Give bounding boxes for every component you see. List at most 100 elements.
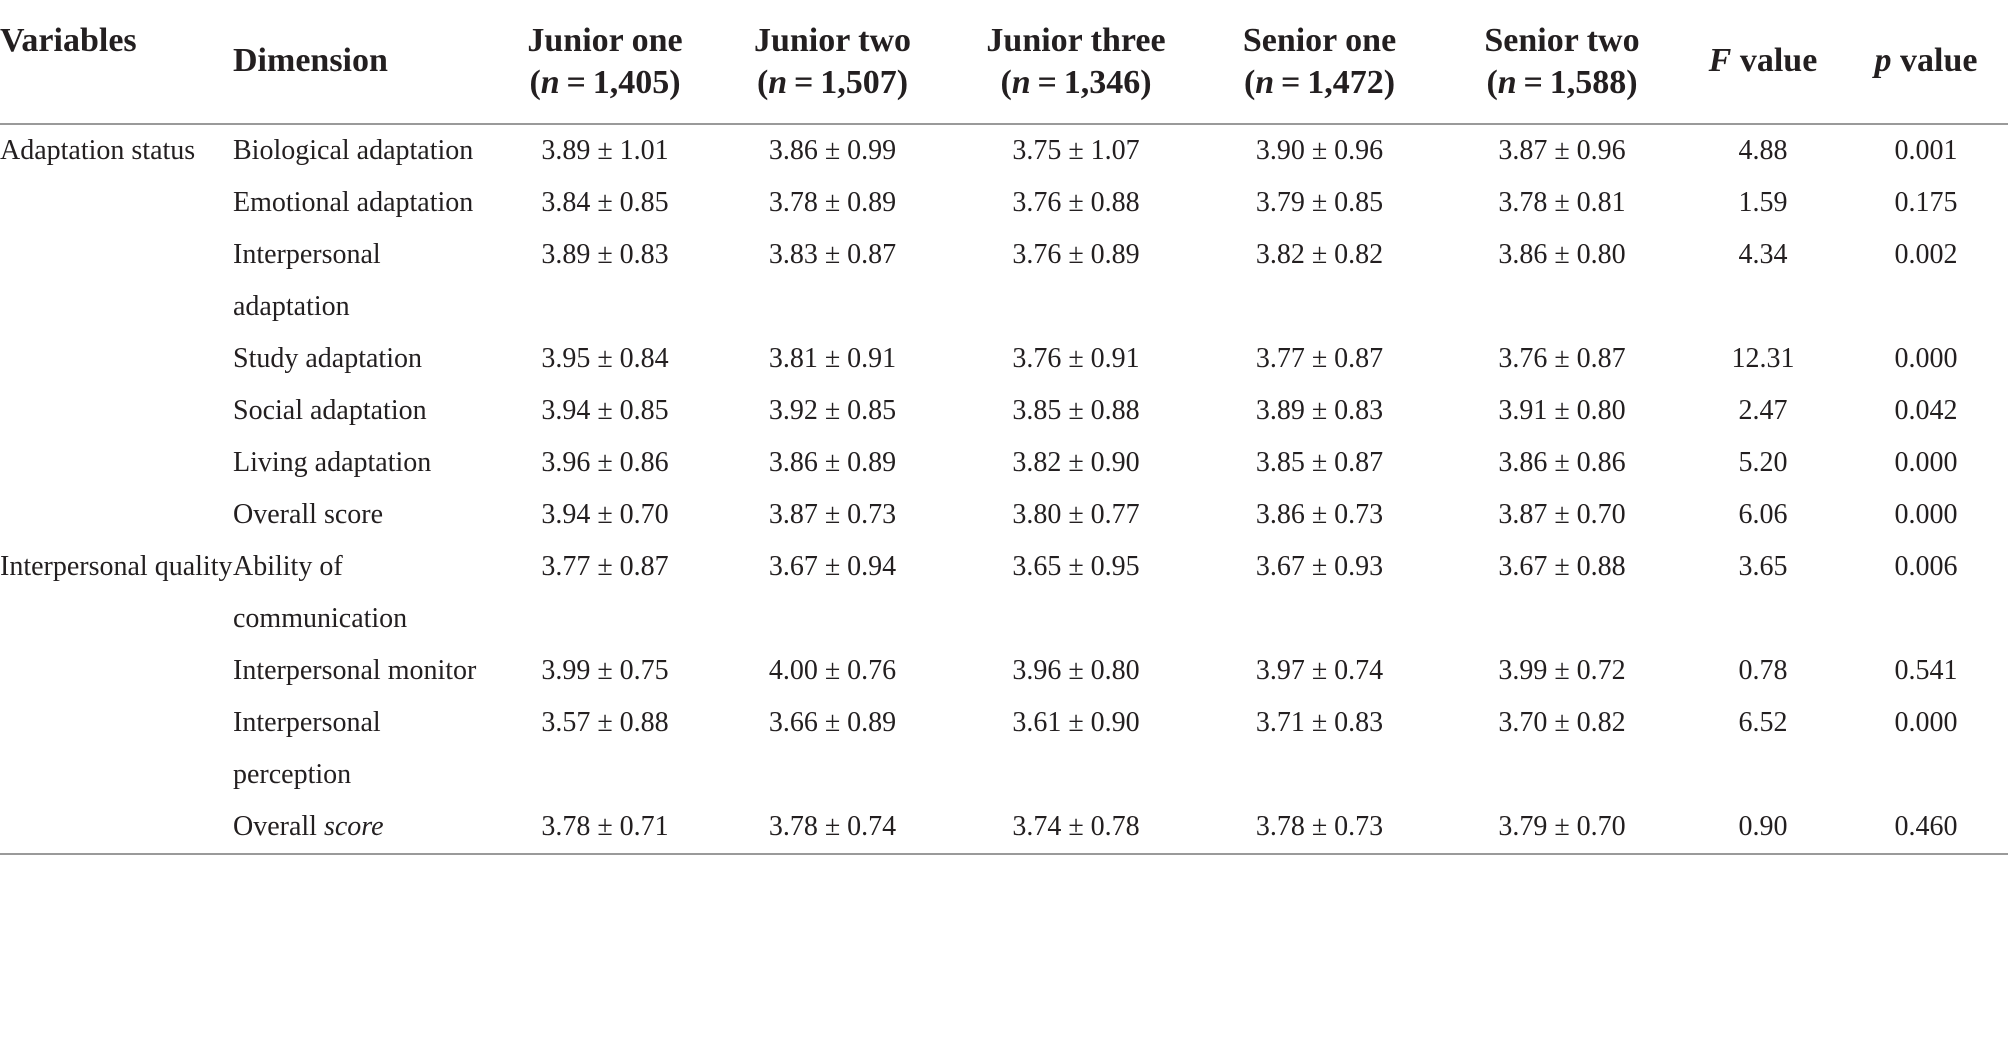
header-group: Senior two (n = 1,588) (1442, 0, 1682, 125)
header-group: Senior one (n = 1,472) (1197, 0, 1442, 125)
mean-sd-cell: 3.92 ± 0.85 (768, 395, 897, 426)
table-row: Interpersonal adaptation 3.89 ± 0.83 3.83 … (0, 229, 2008, 333)
mean-sd-cell: 3.87 ± 0.70 (1498, 499, 1626, 530)
mean-sd-cell: 3.99 ± 0.75 (541, 655, 669, 686)
variable-cell (0, 437, 233, 489)
data-table: Variables Dimension Junior one (n = 1,405… (0, 0, 2008, 855)
n-label: n (768, 64, 788, 101)
n-value: = 1,507 (787, 64, 897, 101)
dimension-cell: Biological adaptation (233, 124, 500, 177)
header-p-value: p value (1844, 0, 2008, 125)
mean-sd-cell: 3.78 ± 0.73 (1197, 801, 1442, 855)
mean-sd-cell: 3.86 ± 0.89 (768, 447, 897, 478)
mean-sd-cell: 3.91 ± 0.80 (1498, 395, 1626, 426)
header-dimension: Dimension (233, 0, 500, 125)
mean-sd-cell: 3.85 ± 0.88 (1012, 395, 1140, 426)
mean-sd-cell: 3.65 ± 0.95 (1012, 551, 1140, 582)
dimension-cell: Interpersonal monitor (233, 645, 500, 697)
p-value-cell: 0.002 (1894, 239, 1958, 270)
mean-sd-cell: 3.83 ± 0.87 (768, 239, 897, 270)
mean-sd-cell: 3.67 ± 0.94 (768, 551, 897, 582)
p-value-cell: 0.000 (1894, 707, 1958, 738)
p-suffix: value (1891, 42, 1978, 79)
mean-sd-cell: 3.85 ± 0.87 (1255, 447, 1384, 478)
dimension-label: Social adaptation (233, 395, 427, 426)
header-group: Junior one (n = 1,405) (500, 0, 710, 125)
table-row: Overall score 3.94 ± 0.70 3.87 ± 0.73 3.80 … (0, 489, 2008, 541)
n-value: = 1,588 (1516, 64, 1627, 101)
dimension-label: Interpersonal perception (233, 707, 381, 790)
header-f-value: F value (1682, 0, 1844, 125)
f-value-cell: 2.47 (1738, 395, 1788, 426)
f-value-cell: 1.59 (1738, 187, 1788, 218)
p-value-cell: 0.001 (1894, 135, 1958, 166)
table-row: Overall score 3.78 ± 0.71 3.78 ± 0.74 3.74 … (0, 801, 2008, 855)
mean-sd-cell: 3.77 ± 0.87 (1255, 343, 1384, 374)
dimension-cell: Overall score (233, 801, 500, 855)
mean-sd-cell: 3.70 ± 0.82 (1498, 707, 1626, 738)
mean-sd-cell: 3.86 ± 0.73 (1255, 499, 1384, 530)
table-row: Interpersonal monitor 3.99 ± 0.75 4.00 ± 0… (0, 645, 2008, 697)
dimension-cell: Study adaptation (233, 333, 500, 385)
variable-cell: Adaptation status (0, 135, 196, 166)
mean-sd-cell: 3.96 ± 0.80 (1012, 655, 1140, 686)
mean-sd-cell: 3.87 ± 0.73 (768, 499, 897, 530)
mean-sd-cell: 3.80 ± 0.77 (1012, 499, 1140, 530)
mean-sd-cell: 3.76 ± 0.89 (1012, 239, 1140, 270)
dimension-label: Interpersonal monitor (233, 655, 477, 686)
dimension-label: Interpersonal adaptation (233, 239, 381, 322)
mean-sd-cell: 3.57 ± 0.88 (541, 707, 669, 738)
mean-sd-cell: 3.89 ± 0.83 (541, 239, 669, 270)
n-value: = 1,405 (559, 64, 670, 101)
mean-sd-cell: 3.78 ± 0.89 (768, 187, 897, 218)
header-group: Junior three (n = 1,346) (955, 0, 1197, 125)
variable-cell (0, 489, 233, 541)
f-value-cell: 6.06 (1738, 499, 1788, 530)
variable-cell (0, 385, 233, 437)
dimension-label: Study adaptation (233, 343, 422, 374)
table-row: Emotional adaptation 3.84 ± 0.85 3.78 ± 0.… (0, 177, 2008, 229)
table-row: Study adaptation 3.95 ± 0.84 3.81 ± 0.91 3.… (0, 333, 2008, 385)
dimension-label: Living adaptation (233, 447, 432, 478)
dimension-cell: Interpersonal adaptation (233, 229, 500, 333)
p-value-cell: 0.000 (1894, 343, 1958, 374)
mean-sd-cell: 3.78 ± 0.81 (1498, 187, 1626, 218)
n-label: n (540, 64, 560, 101)
mean-sd-cell: 3.67 ± 0.93 (1255, 551, 1384, 582)
mean-sd-cell: 3.97 ± 0.74 (1255, 655, 1384, 686)
header-group: Junior two (n = 1,507) (710, 0, 955, 125)
mean-sd-cell: 3.89 ± 1.01 (541, 135, 669, 166)
dimension-cell: Overall score (233, 489, 500, 541)
variable-cell (0, 177, 233, 229)
mean-sd-cell: 3.78 ± 0.71 (500, 801, 710, 855)
p-value-cell: 0.175 (1894, 187, 1958, 218)
mean-sd-cell: 3.95 ± 0.84 (541, 343, 669, 374)
p-symbol: p (1874, 42, 1892, 79)
variable-cell (0, 229, 233, 333)
dimension-label: Overall score (233, 499, 384, 530)
n-value: = 1,346 (1030, 64, 1141, 101)
dimension-label-italic: score (323, 811, 384, 842)
group-name: Junior three (986, 22, 1166, 59)
table-row: Interpersonal perception 3.57 ± 0.88 3.66 … (0, 697, 2008, 801)
p-value-cell: 0.042 (1894, 395, 1958, 426)
f-value-cell: 6.52 (1738, 707, 1788, 738)
mean-sd-cell: 3.75 ± 1.07 (1012, 135, 1140, 166)
dimension-label: Emotional adaptation (233, 187, 474, 218)
mean-sd-cell: 3.81 ± 0.91 (768, 343, 897, 374)
group-name: Junior one (527, 22, 683, 59)
mean-sd-cell: 4.00 ± 0.76 (768, 655, 897, 686)
f-value-cell: 3.65 (1738, 551, 1788, 582)
mean-sd-cell: 3.79 ± 0.85 (1255, 187, 1384, 218)
dimension-cell: Social adaptation (233, 385, 500, 437)
mean-sd-cell: 3.86 ± 0.99 (768, 135, 897, 166)
mean-sd-cell: 3.66 ± 0.89 (768, 707, 897, 738)
header-row: Variables Dimension Junior one (n = 1,405… (0, 0, 2008, 125)
table-row: Social adaptation 3.94 ± 0.85 3.92 ± 0.85 3… (0, 385, 2008, 437)
mean-sd-cell: 3.90 ± 0.96 (1255, 135, 1384, 166)
mean-sd-cell: 3.67 ± 0.88 (1498, 551, 1626, 582)
group-name: Senior one (1242, 22, 1397, 59)
p-value-cell: 0.000 (1894, 499, 1958, 530)
table-row: Adaptation status Biological adaptation 3.… (0, 124, 2008, 177)
mean-sd-cell: 3.96 ± 0.86 (541, 447, 669, 478)
